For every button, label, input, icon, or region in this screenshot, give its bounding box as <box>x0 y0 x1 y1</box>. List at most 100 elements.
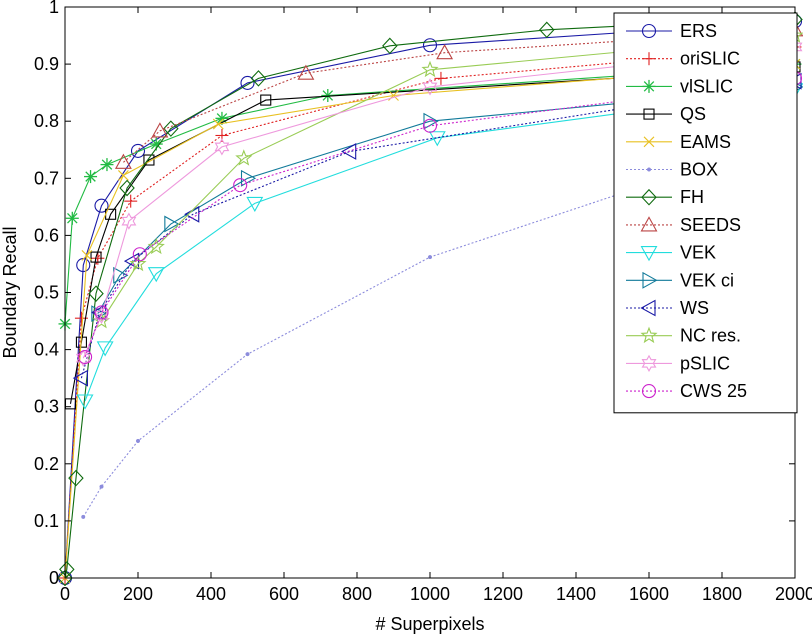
x-tick-label: 200 <box>123 584 153 604</box>
data-point-eams <box>212 118 224 130</box>
data-point-box <box>135 438 141 444</box>
legend-item-qs: QS <box>626 104 706 124</box>
data-point-fh <box>119 179 135 197</box>
legend-label: vlSLIC <box>680 76 733 96</box>
y-tick-label: 0.4 <box>34 340 59 360</box>
data-point-box <box>427 255 433 260</box>
legend-item-cws-25: CWS 25 <box>626 381 747 401</box>
series-line-vlslic <box>64 63 796 324</box>
legend-item-seeds: SEEDS <box>626 215 741 235</box>
legend-box <box>613 12 798 414</box>
legend-item-ers: ERS <box>626 21 717 41</box>
data-point-vek <box>76 394 94 410</box>
plot-area <box>57 11 803 586</box>
data-point-ws <box>72 369 88 387</box>
legend-label: pSLIC <box>680 353 730 373</box>
x-tick-label: 400 <box>196 584 226 604</box>
y-tick-label: 0 <box>49 568 59 588</box>
series-line-nc-res <box>101 35 796 322</box>
data-point-fh <box>163 120 179 137</box>
x-tick-label: 600 <box>269 584 299 604</box>
legend-label: ERS <box>680 21 717 41</box>
data-point-vek-ci <box>113 266 129 284</box>
legend-marker <box>642 271 658 289</box>
legend-item-eams: EAMS <box>626 132 731 152</box>
data-point-pslic <box>121 212 137 230</box>
legend-marker <box>642 79 656 93</box>
data-point-eams <box>118 170 129 181</box>
y-tick-label: 1 <box>49 0 59 17</box>
x-axis-label: # Superpixels <box>375 614 484 634</box>
legend: ERS oriSLIC vlSLIC QS EAMS BOX FH SEEDS VEK VEK c… <box>613 12 798 414</box>
data-point-seeds <box>114 153 132 169</box>
legend-item-fh: FH <box>626 187 704 207</box>
y-tick-label: 0.3 <box>34 397 59 417</box>
data-point-vek <box>147 267 165 283</box>
legend-item-box: BOX <box>626 160 718 180</box>
y-tick-label: 0.9 <box>34 54 59 74</box>
data-point-vek <box>428 131 446 147</box>
data-point-ws <box>341 143 357 160</box>
series-fh <box>57 11 803 586</box>
legend-marker <box>641 354 657 373</box>
x-tick-label: 800 <box>342 584 372 604</box>
data-point-fh <box>250 70 267 87</box>
data-point-fh <box>68 469 84 487</box>
y-tick-label: 0.8 <box>34 111 59 131</box>
data-point-vek <box>246 196 264 213</box>
data-point-seeds <box>436 44 454 60</box>
series-line-eams <box>64 63 796 579</box>
data-point-cws-25 <box>78 349 93 365</box>
series-line-seeds <box>123 29 796 163</box>
data-point-box <box>81 514 86 519</box>
legend-marker <box>640 246 658 262</box>
legend-label: VEK ci <box>680 270 734 290</box>
data-point-box <box>99 484 104 489</box>
data-point-seeds <box>151 122 169 138</box>
axis-ticks: 0 200 400 600 800 1000 1200 1400 1600 1800 2000 0 0.… <box>34 0 812 604</box>
data-point-cws-25 <box>94 305 109 320</box>
data-point-eams <box>81 249 93 261</box>
legend-label: SEEDS <box>680 215 741 235</box>
x-tick-label: 1400 <box>556 584 596 604</box>
legend-item-ws: WS <box>626 298 709 318</box>
data-point-vek <box>96 341 114 357</box>
legend-label: BOX <box>680 160 718 180</box>
y-tick-label: 0.2 <box>34 454 59 474</box>
data-point-nc-res <box>129 254 147 272</box>
y-axis-label: Boundary Recall <box>0 226 20 358</box>
legend-marker <box>640 326 658 344</box>
legend-marker <box>646 167 652 172</box>
legend-marker <box>643 108 655 120</box>
data-point-pslic <box>75 349 91 367</box>
data-point-vek-ci <box>423 112 439 130</box>
legend-marker <box>642 52 656 66</box>
legend-item-vek: VEK <box>626 243 716 263</box>
data-point-ers <box>94 198 109 213</box>
data-point-vek-ci <box>91 305 107 323</box>
data-point-fh <box>59 561 75 578</box>
data-point-ers <box>422 38 438 53</box>
series-line-ws <box>80 80 796 379</box>
legend-label: FH <box>680 187 704 207</box>
legend-marker <box>641 23 657 39</box>
data-point-ws <box>91 304 107 321</box>
data-point-ers <box>240 75 255 90</box>
data-point-vlslic <box>100 158 114 172</box>
y-tick-label: 0.1 <box>34 511 59 531</box>
x-tick-label: 1600 <box>629 584 669 604</box>
legend-item-nc-res: NC res. <box>626 326 741 346</box>
legend-label: WS <box>680 298 709 318</box>
data-point-ers <box>130 143 146 158</box>
legend-label: QS <box>680 104 706 124</box>
y-tick-label: 0.5 <box>34 283 59 303</box>
series-line-box <box>82 134 796 518</box>
series-group <box>57 11 803 586</box>
x-tick-label: 1800 <box>702 584 742 604</box>
series-line-pslic <box>82 46 796 359</box>
legend-marker <box>643 136 655 148</box>
legend-item-pslic: pSLIC <box>626 353 730 373</box>
legend-marker <box>640 216 658 232</box>
series-seeds <box>114 21 803 169</box>
